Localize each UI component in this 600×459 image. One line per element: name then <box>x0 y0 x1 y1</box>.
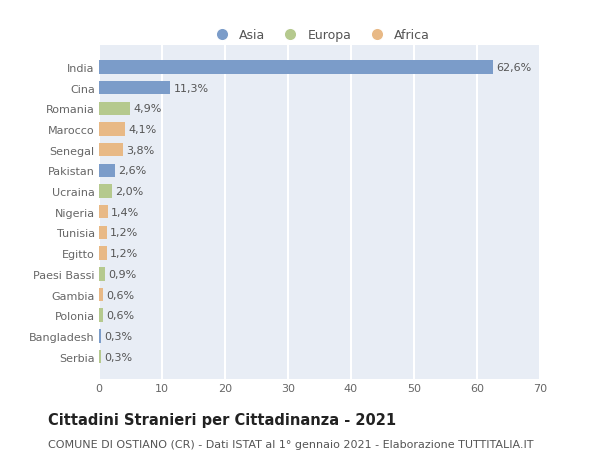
Bar <box>99 330 101 343</box>
Text: 0,9%: 0,9% <box>108 269 136 279</box>
Text: 4,9%: 4,9% <box>133 104 161 114</box>
Text: 0,6%: 0,6% <box>106 290 134 300</box>
Text: 1,4%: 1,4% <box>111 207 139 217</box>
Text: 3,8%: 3,8% <box>126 146 154 155</box>
Bar <box>99 102 130 116</box>
Bar <box>99 123 125 136</box>
Legend: Asia, Europa, Africa: Asia, Europa, Africa <box>205 26 434 46</box>
Bar <box>99 268 104 281</box>
Text: 0,3%: 0,3% <box>104 352 132 362</box>
Text: 2,0%: 2,0% <box>115 187 143 196</box>
Bar <box>99 309 103 322</box>
Text: 0,3%: 0,3% <box>104 331 132 341</box>
Text: 62,6%: 62,6% <box>497 63 532 73</box>
Bar <box>99 226 107 240</box>
Text: 2,6%: 2,6% <box>119 166 147 176</box>
Text: 1,2%: 1,2% <box>110 249 138 258</box>
Bar <box>99 185 112 198</box>
Bar <box>99 288 103 302</box>
Bar <box>99 144 123 157</box>
Text: 11,3%: 11,3% <box>173 84 208 93</box>
Bar <box>99 247 107 260</box>
Text: 1,2%: 1,2% <box>110 228 138 238</box>
Text: COMUNE DI OSTIANO (CR) - Dati ISTAT al 1° gennaio 2021 - Elaborazione TUTTITALIA: COMUNE DI OSTIANO (CR) - Dati ISTAT al 1… <box>48 440 533 449</box>
Bar <box>99 350 101 364</box>
Bar <box>99 61 493 74</box>
Text: 4,1%: 4,1% <box>128 125 156 134</box>
Text: Cittadini Stranieri per Cittadinanza - 2021: Cittadini Stranieri per Cittadinanza - 2… <box>48 413 396 428</box>
Bar <box>99 206 108 219</box>
Text: 0,6%: 0,6% <box>106 311 134 320</box>
Bar <box>99 82 170 95</box>
Bar <box>99 164 115 178</box>
